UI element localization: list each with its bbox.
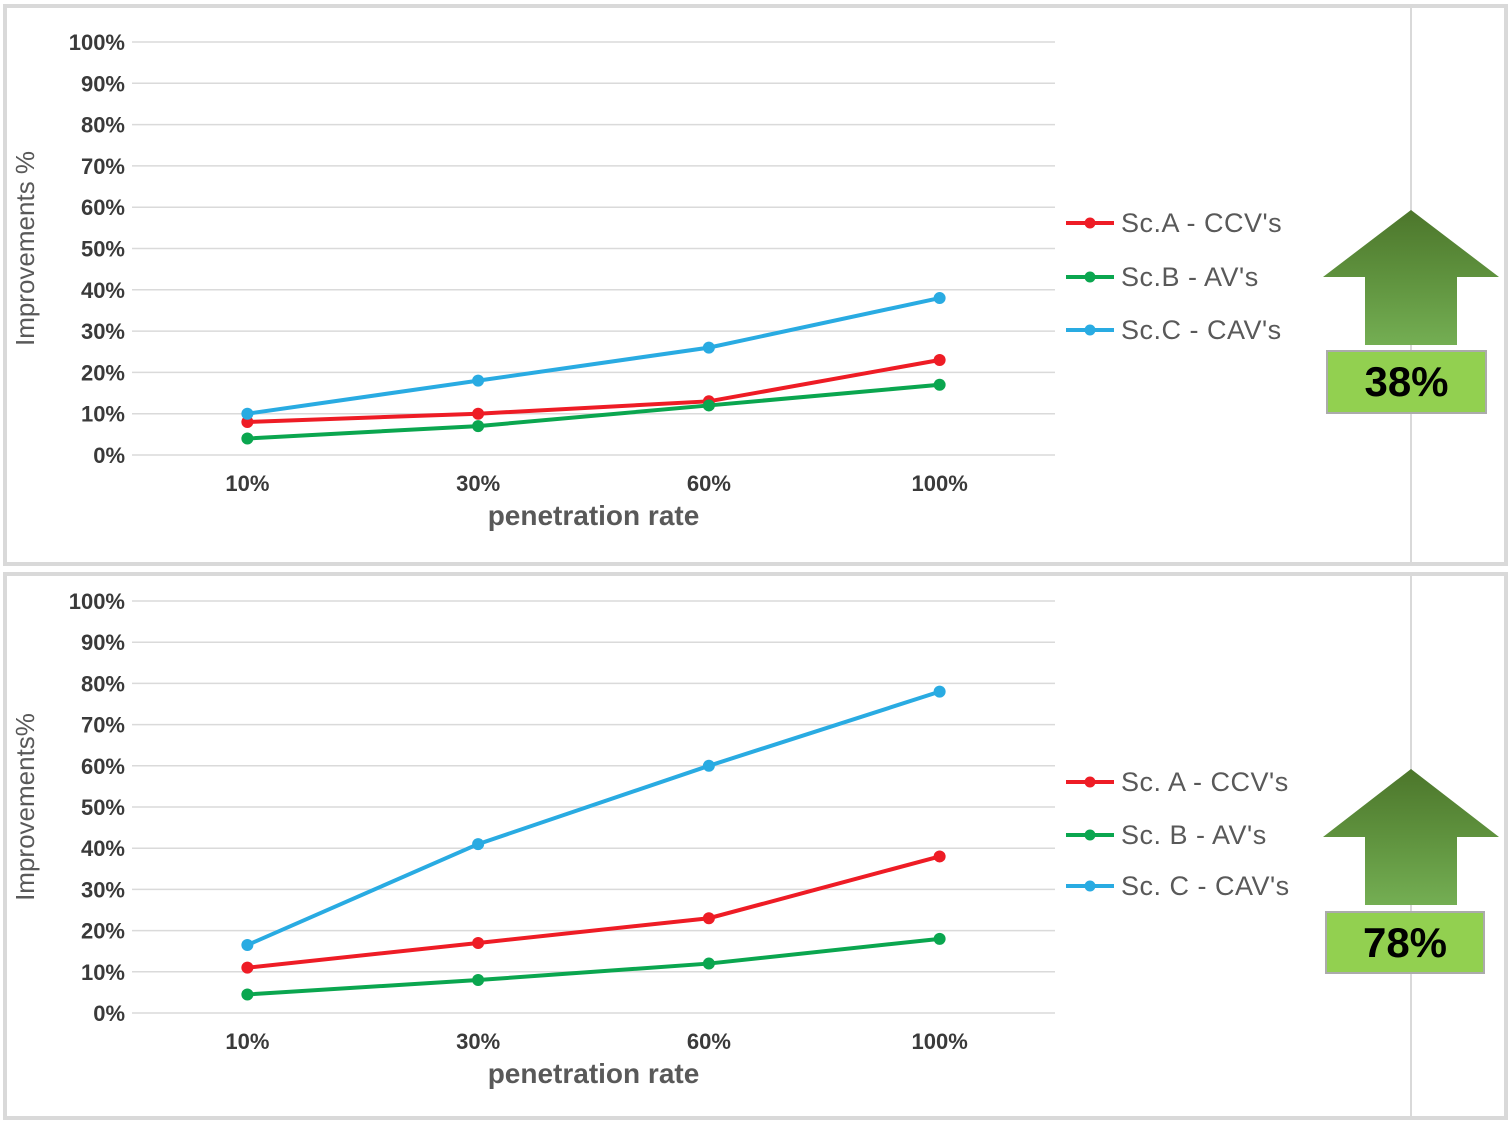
data-point-marker <box>472 407 485 420</box>
data-point-marker <box>933 354 946 367</box>
svg-text:100%: 100% <box>69 30 125 55</box>
svg-text:70%: 70% <box>81 713 125 738</box>
series-sc-c-cav-s <box>241 292 946 420</box>
legend-label: Sc.C - CAV's <box>1121 314 1282 345</box>
svg-text:90%: 90% <box>81 630 125 655</box>
svg-text:0%: 0% <box>93 1001 125 1026</box>
svg-text:70%: 70% <box>81 154 125 179</box>
legend-item-sc-c: Sc.C - CAV's <box>1066 315 1282 345</box>
svg-text:20%: 20% <box>81 919 125 944</box>
data-point-marker <box>702 957 715 970</box>
data-point-marker <box>241 939 254 952</box>
y-axis-title: Improvements% <box>10 713 40 901</box>
svg-text:100%: 100% <box>69 589 125 614</box>
svg-text:100%: 100% <box>911 1029 967 1054</box>
x-axis-title: penetration rate <box>488 1058 700 1089</box>
data-point-marker <box>933 378 946 391</box>
x-tick-labels: 10% 30% 60% 100% <box>225 471 967 496</box>
legend-label: Sc. C - CAV's <box>1121 870 1290 901</box>
data-point-marker <box>472 374 485 387</box>
legend-item-sc-a: Sc. A - CCV's <box>1066 767 1289 797</box>
svg-text:30%: 30% <box>81 877 125 902</box>
data-point-marker <box>702 399 715 412</box>
legend-marker-red <box>1066 217 1114 229</box>
data-point-marker <box>241 988 254 1001</box>
callout-value: 78% <box>1362 918 1448 966</box>
svg-text:10%: 10% <box>81 960 125 985</box>
svg-text:60%: 60% <box>687 471 731 496</box>
svg-text:60%: 60% <box>81 195 125 220</box>
svg-text:0%: 0% <box>93 443 125 468</box>
x-tick-labels: 10% 30% 60% 100% <box>225 1029 967 1054</box>
line-chart-bottom: 0% 10% 20% 30% 40% 50% 60% 70% 80% 90% 100% Improve… <box>10 576 1499 1116</box>
series-sc-a-ccv-s <box>241 850 946 974</box>
series-sc-b-av-s <box>241 932 946 1001</box>
svg-text:50%: 50% <box>81 795 125 820</box>
data-point-marker <box>933 850 946 863</box>
data-point-marker <box>933 292 946 305</box>
y-tick-labels: 0% 10% 20% 30% 40% 50% 60% 70% 80% 90% 100% <box>69 589 125 1026</box>
svg-text:20%: 20% <box>81 360 125 385</box>
data-point-marker <box>933 685 946 698</box>
svg-text:30%: 30% <box>456 471 500 496</box>
legend-label: Sc. B - AV's <box>1121 819 1267 850</box>
y-axis-title: Improvements % <box>10 151 40 346</box>
data-point-marker <box>472 420 485 433</box>
legend-marker-green <box>1066 829 1114 841</box>
chart-panel-bottom: 0% 10% 20% 30% 40% 50% 60% 70% 80% 90% 100% Improve… <box>3 572 1508 1120</box>
y-gridlines <box>132 41 1055 456</box>
improvement-callout-badge: 78% <box>1325 911 1485 974</box>
svg-text:100%: 100% <box>911 471 967 496</box>
chart-panel-top: 0% 10% 20% 30% 40% 50% 60% 70% 80% 90% 100% Improve… <box>3 4 1508 566</box>
svg-text:80%: 80% <box>81 671 125 696</box>
svg-text:60%: 60% <box>687 1029 731 1054</box>
svg-text:10%: 10% <box>81 402 125 427</box>
up-arrow-icon <box>1323 210 1499 345</box>
data-point-marker <box>241 432 254 445</box>
svg-text:10%: 10% <box>225 1029 269 1054</box>
data-point-marker <box>472 838 485 851</box>
legend-label: Sc. A - CCV's <box>1121 766 1289 797</box>
y-tick-labels: 0% 10% 20% 30% 40% 50% 60% 70% 80% 90% 100% <box>69 30 125 468</box>
data-point-marker <box>933 932 946 945</box>
svg-text:40%: 40% <box>81 278 125 303</box>
svg-text:10%: 10% <box>225 471 269 496</box>
svg-text:90%: 90% <box>81 71 125 96</box>
svg-text:80%: 80% <box>81 113 125 138</box>
svg-text:40%: 40% <box>81 836 125 861</box>
legend-label: Sc.A - CCV's <box>1121 207 1283 238</box>
legend-marker-red <box>1066 776 1114 788</box>
legend-marker-blue <box>1066 324 1114 336</box>
svg-text:60%: 60% <box>81 754 125 779</box>
series-sc-b-av-s <box>241 378 946 445</box>
data-point-marker <box>702 912 715 925</box>
improvement-callout-badge: 38% <box>1326 350 1487 414</box>
legend-item-sc-b: Sc. B - AV's <box>1066 820 1267 850</box>
line-chart-top: 0% 10% 20% 30% 40% 50% 60% 70% 80% 90% 100% Improve… <box>10 8 1499 562</box>
legend-item-sc-c: Sc. C - CAV's <box>1066 871 1290 901</box>
svg-text:30%: 30% <box>81 319 125 344</box>
up-arrow-icon <box>1323 769 1499 905</box>
legend-marker-blue <box>1066 880 1114 892</box>
data-point-marker <box>472 936 485 949</box>
x-axis-title: penetration rate <box>488 500 700 531</box>
series-sc-c-cav-s <box>241 685 946 952</box>
data-point-marker <box>241 961 254 974</box>
data-point-marker <box>472 974 485 987</box>
svg-text:50%: 50% <box>81 237 125 262</box>
legend-label: Sc.B - AV's <box>1121 261 1259 292</box>
legend-item-sc-b: Sc.B - AV's <box>1066 262 1259 292</box>
callout-value: 38% <box>1364 358 1449 405</box>
data-point-marker <box>241 415 254 428</box>
data-point-marker <box>241 407 254 420</box>
svg-text:30%: 30% <box>456 1029 500 1054</box>
data-point-marker <box>702 759 715 772</box>
legend-item-sc-a: Sc.A - CCV's <box>1066 208 1282 238</box>
legend-marker-green <box>1066 271 1114 283</box>
data-point-marker <box>702 341 715 354</box>
